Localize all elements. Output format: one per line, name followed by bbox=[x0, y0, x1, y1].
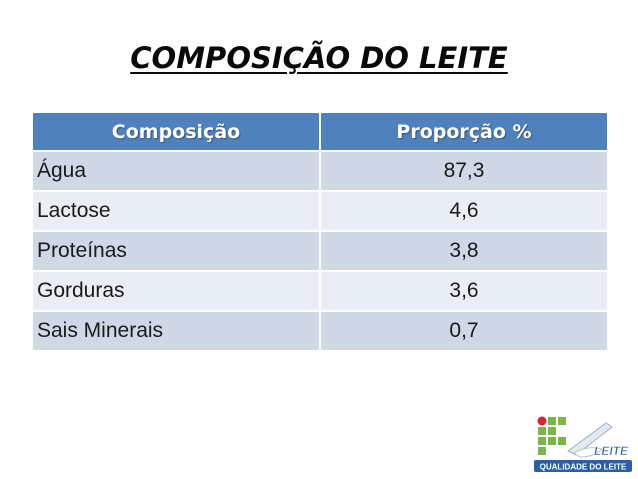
milk-glass-icon bbox=[567, 422, 613, 458]
milk-composition-table: Composição Proporção % Água 87,3 Lactose… bbox=[33, 113, 607, 350]
logo-leite-text: LEITE bbox=[594, 444, 629, 458]
component-name: Lactose bbox=[33, 190, 321, 231]
component-name: Gorduras bbox=[33, 270, 321, 311]
slide-title: COMPOSIÇÃO DO LEITE bbox=[130, 41, 508, 75]
component-name: Sais Minerais bbox=[33, 310, 321, 350]
logo-subtitle-text: QUALIDADE DO LEITE bbox=[540, 463, 627, 472]
table-header-row: Composição Proporção % bbox=[33, 113, 607, 151]
header-composition: Composição bbox=[33, 113, 321, 151]
component-name: Proteínas bbox=[33, 230, 321, 271]
institute-blocks-icon bbox=[537, 416, 566, 455]
component-value: 3,8 bbox=[320, 230, 607, 271]
component-value: 4,6 bbox=[320, 190, 607, 231]
table-row: Gorduras 3,6 bbox=[33, 270, 607, 311]
component-value: 87,3 bbox=[320, 150, 607, 191]
qualidade-do-leite-logo: LEITE QUALIDADE DO LEITE bbox=[534, 416, 632, 472]
table-row: Lactose 4,6 bbox=[33, 190, 607, 231]
table-row: Sais Minerais 0,7 bbox=[33, 310, 607, 350]
component-name: Água bbox=[33, 150, 321, 191]
header-proportion: Proporção % bbox=[320, 113, 607, 151]
component-value: 3,6 bbox=[320, 270, 607, 311]
table-row: Água 87,3 bbox=[33, 150, 607, 191]
component-value: 0,7 bbox=[320, 310, 607, 350]
table-row: Proteínas 3,8 bbox=[33, 230, 607, 271]
